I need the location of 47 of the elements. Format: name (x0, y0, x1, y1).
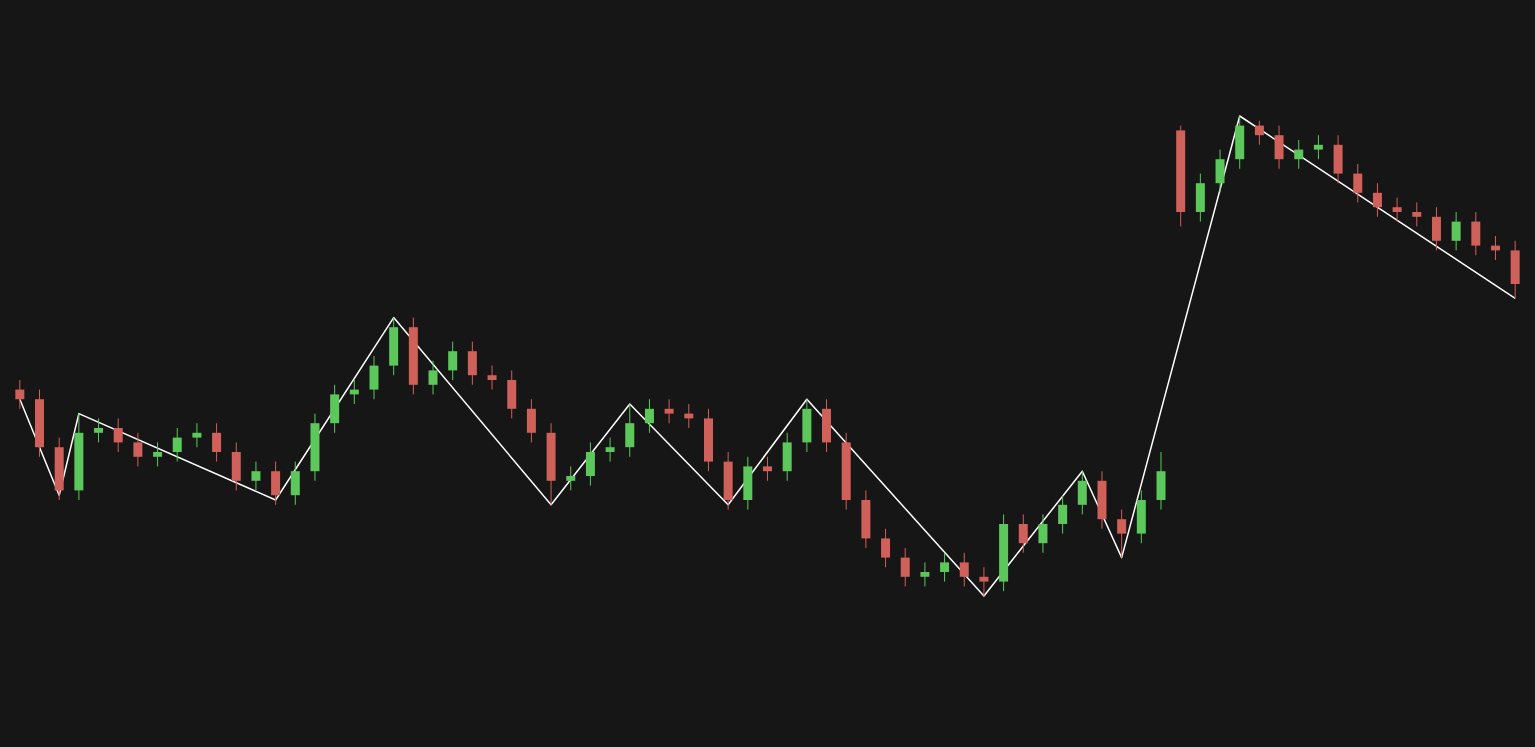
candlestick (94, 417, 104, 443)
candlestick (644, 398, 654, 434)
candlestick (153, 441, 163, 467)
candlestick (428, 360, 438, 395)
candlestick (290, 461, 300, 506)
candlestick (172, 427, 182, 463)
candlestick (1274, 125, 1284, 170)
candlestick (1353, 163, 1363, 203)
candlestick (1038, 513, 1048, 554)
candlestick (1058, 494, 1068, 535)
candlestick (881, 528, 891, 568)
candlestick (212, 422, 222, 463)
candlestick (1372, 182, 1382, 218)
candlestick (1294, 139, 1304, 170)
candlestick (1313, 134, 1323, 160)
candlestick (664, 398, 674, 424)
candlestick (1215, 149, 1225, 194)
candlestick (940, 552, 950, 583)
candlestick (979, 566, 989, 597)
candlestick (1254, 120, 1264, 146)
candlestick (1018, 513, 1028, 554)
candlestick (526, 398, 536, 443)
candlestick (487, 365, 497, 391)
candlestick (959, 552, 969, 587)
candlestick (1471, 211, 1481, 256)
candlestick (467, 341, 477, 386)
candlestick (369, 355, 379, 400)
candlestick (1117, 509, 1127, 559)
candlestick (251, 461, 261, 491)
candlestick (566, 465, 576, 491)
candlestick (625, 403, 635, 458)
candlestick (448, 341, 458, 381)
candlestick (133, 432, 143, 467)
candlestick (1412, 201, 1422, 227)
candlestick (605, 437, 615, 463)
candlestick (1392, 197, 1402, 223)
candlestick (1451, 211, 1461, 251)
candlestick (585, 441, 595, 487)
candlestick (920, 561, 930, 587)
candlestick (900, 547, 910, 587)
candlestick (271, 461, 281, 506)
candlestick (1077, 470, 1087, 515)
candlestick (15, 379, 25, 410)
candlestick (1431, 206, 1441, 251)
candlestick (763, 456, 772, 482)
candlestick (192, 422, 202, 448)
candlestick (113, 417, 123, 453)
